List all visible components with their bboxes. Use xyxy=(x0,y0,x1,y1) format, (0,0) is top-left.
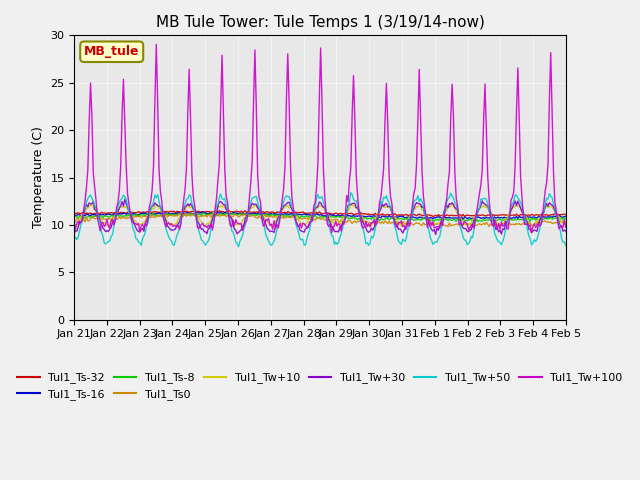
Y-axis label: Temperature (C): Temperature (C) xyxy=(32,127,45,228)
Text: MB_tule: MB_tule xyxy=(84,45,140,58)
Legend: Tul1_Ts-32, Tul1_Ts-16, Tul1_Ts-8, Tul1_Ts0, Tul1_Tw+10, Tul1_Tw+30, Tul1_Tw+50,: Tul1_Ts-32, Tul1_Ts-16, Tul1_Ts-8, Tul1_… xyxy=(13,368,627,404)
Title: MB Tule Tower: Tule Temps 1 (3/19/14-now): MB Tule Tower: Tule Temps 1 (3/19/14-now… xyxy=(156,15,484,30)
